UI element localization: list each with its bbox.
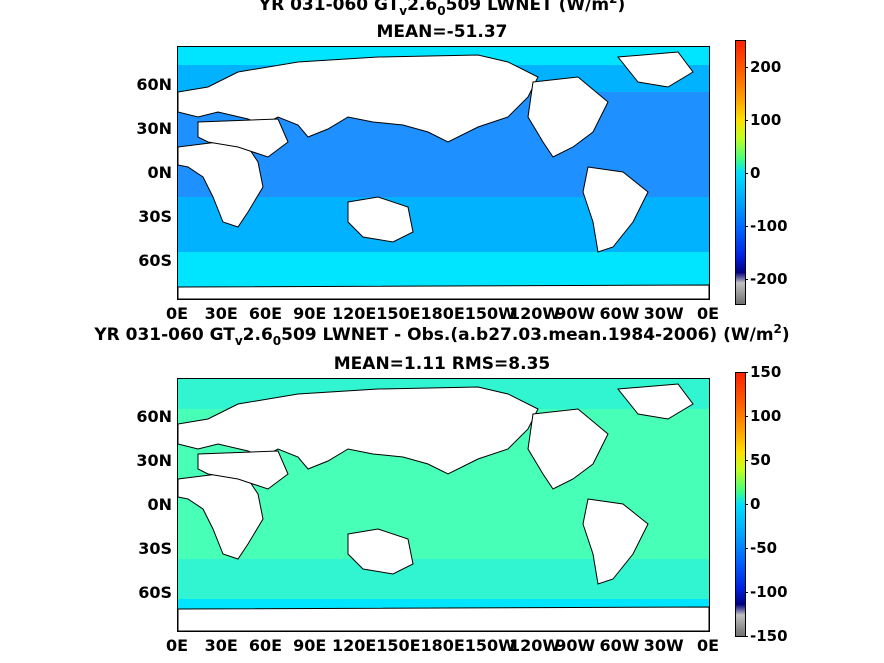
lon-tick-label: 60W [599,636,640,655]
panel1-lat-label: 60S [138,251,172,270]
colorbar-tick-label: 100 [750,111,782,129]
colorbar-tick-mark [745,173,748,174]
lon-tick-label: 0E [165,304,189,323]
panel1-lat-label: 30N [136,119,172,138]
lon-tick-label: 30W [643,304,684,323]
colorbar-tick-mark [745,372,748,373]
panel1-title: YR 031-060 GTv2.60509 LWNET (W/m2) [258,0,626,18]
lon-tick-label: 180E [420,636,465,655]
colorbar-tick-mark [745,226,748,227]
lon-tick-label: 90E [293,304,327,323]
panel1-colorbar [735,40,746,305]
lon-tick-label: 90E [293,636,327,655]
panel2-map [177,378,710,632]
lon-tick-label: 60E [248,636,283,655]
colorbar-tick-label: -50 [750,539,778,557]
colorbar-tick-mark [745,592,748,593]
panel2-title: YR 031-060 GTv2.60509 LWNET - Obs.(a.b27… [94,322,790,348]
colorbar-tick-label: -100 [750,217,788,235]
lon-tick-label: 0E [165,636,189,655]
lon-tick-label: 120E [332,304,377,323]
lon-tick-label: 120E [332,636,377,655]
panel2-lat-label: 60S [138,583,172,602]
panel1-lat-label: 0N [147,163,172,182]
lon-tick-label: 60E [248,304,283,323]
lon-tick-label: 30E [204,304,238,323]
panel1-map-svg [178,47,709,299]
lon-tick-label: 120W [509,636,561,655]
lon-tick-label: 30E [204,636,238,655]
lon-tick-label: 150E [376,636,421,655]
colorbar-tick-label: -100 [750,583,788,601]
colorbar-tick-label: -200 [750,270,788,288]
panel2-map-svg [178,379,709,631]
lon-tick-label: 120W [509,304,561,323]
lon-tick-label: 150E [376,304,421,323]
lon-tick-label: 0E [696,304,720,323]
colorbar-tick-label: -150 [750,627,788,645]
colorbar-tick-mark [745,548,748,549]
panel2-lat-label: 60N [136,407,172,426]
lon-tick-label: 180E [420,304,465,323]
colorbar-tick-mark [745,504,748,505]
lon-tick-label: 90W [555,636,596,655]
panel1-lat-label: 60N [136,75,172,94]
colorbar-tick-mark [745,279,748,280]
panel2-stats: MEAN=1.11 RMS=8.35 [333,354,551,374]
colorbar-tick-label: 200 [750,58,782,76]
lon-tick-label: 150W [464,636,516,655]
lon-tick-label: 150W [464,304,516,323]
lon-tick-label: 0E [696,636,720,655]
colorbar-tick-label: 0 [750,495,761,513]
panel2-lat-label: 30N [136,451,172,470]
colorbar-tick-label: 0 [750,164,761,182]
colorbar-tick-label: 100 [750,407,782,425]
colorbar-tick-mark [745,460,748,461]
lon-tick-label: 60W [599,304,640,323]
colorbar-tick-mark [745,120,748,121]
panel1-lat-label: 30S [138,207,172,226]
panel1-map [177,46,710,300]
colorbar-tick-mark [745,67,748,68]
colorbar-tick-mark [745,416,748,417]
panel2-lat-label: 0N [147,495,172,514]
colorbar-tick-label: 50 [750,451,771,469]
colorbar-tick-label: 150 [750,363,782,381]
lon-tick-label: 90W [555,304,596,323]
colorbar-tick-mark [745,636,748,637]
panel2-lat-label: 30S [138,539,172,558]
lon-tick-label: 30W [643,636,684,655]
panel1-stats: MEAN=-51.37 [376,22,508,42]
